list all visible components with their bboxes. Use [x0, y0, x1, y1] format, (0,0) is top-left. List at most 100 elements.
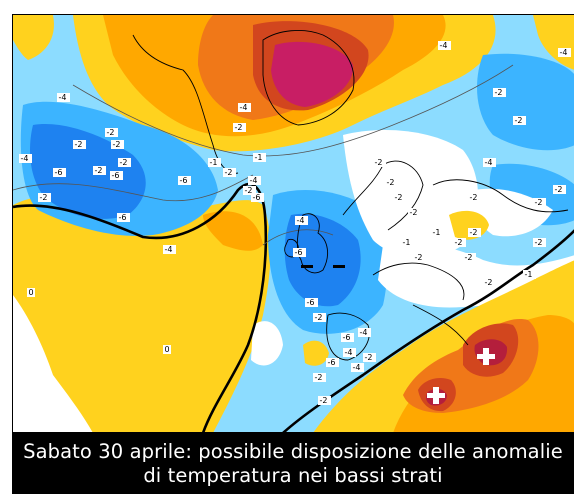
contour-label: -1 [523, 270, 536, 279]
svg-text:-2: -2 [415, 253, 423, 262]
svg-text:-2: -2 [515, 116, 523, 125]
contour-label: -4 [483, 158, 496, 167]
svg-text:-4: -4 [485, 158, 493, 167]
contour-label: -6 [305, 298, 318, 307]
svg-text:-2: -2 [107, 128, 115, 137]
contour-label: -2 [318, 396, 331, 405]
cold-anomaly-marker-1 [301, 265, 313, 268]
svg-text:-6: -6 [112, 171, 120, 180]
neutral-strip-atlantic [13, 295, 93, 433]
contour-thin-2 [72, 64, 514, 157]
contour-label: -1 [431, 228, 444, 237]
svg-text:-2: -2 [95, 166, 103, 175]
contour-label: -2 [233, 123, 246, 132]
svg-text:-4: -4 [560, 48, 568, 57]
svg-text:-4: -4 [21, 154, 29, 163]
svg-text:-2: -2 [315, 313, 323, 322]
neutral-area-east [472, 188, 553, 237]
svg-text:-6: -6 [55, 168, 63, 177]
svg-text:-2: -2 [320, 396, 328, 405]
caption-line-2: di temperatura nei bassi strati [143, 464, 443, 487]
neutral-patch-midatlantic [251, 321, 283, 366]
map-svg: -4-6 -6-2-4-6-6-4 -2-2-2-2-2-4-2-1-4-6-4-6… [13, 15, 574, 433]
contour-thin-1 [13, 174, 254, 202]
contour-label: -1 [253, 153, 266, 162]
svg-text:-4: -4 [297, 216, 305, 225]
svg-text:-1: -1 [403, 238, 411, 247]
svg-text:-1: -1 [210, 158, 218, 167]
contour-thin-3 [262, 229, 334, 246]
contour-label: -2 [408, 208, 421, 217]
cold-anomaly-marker-2 [333, 265, 345, 268]
warm-anomaly-marker-2 [427, 387, 445, 404]
contour-label: -6 [117, 213, 130, 222]
warm-anomaly-atlantic [13, 195, 271, 433]
contour-label: -2 [118, 158, 131, 167]
svg-text:-2: -2 [485, 278, 493, 287]
contour-label: -2 [363, 353, 376, 362]
svg-text:-2: -2 [555, 185, 563, 194]
contour-label: -4 [248, 176, 261, 185]
svg-text:0: 0 [29, 288, 34, 297]
svg-text:-2: -2 [495, 88, 503, 97]
contour-label: -2 [105, 128, 118, 137]
svg-text:-4: -4 [59, 93, 67, 102]
svg-text:-6: -6 [343, 333, 351, 342]
svg-text:-2: -2 [225, 168, 233, 177]
svg-text:-4: -4 [240, 103, 248, 112]
svg-text:-4: -4 [440, 41, 448, 50]
svg-text:-4: -4 [345, 348, 353, 357]
contour-label: -2 [385, 178, 398, 187]
svg-text:-2: -2 [470, 228, 478, 237]
contour-label: -6 [326, 358, 339, 367]
contour-label: -6 [341, 333, 354, 342]
contour-label: -2 [468, 228, 481, 237]
contour-label: 0 [27, 288, 35, 297]
temperature-anomaly-map: -4 -6 -6 -2 -4 -6 -6 -4 -2 -2 -2 -2 -2 -4 -2 -1 -4 -6 -4 -6… [12, 14, 574, 433]
contour-label: -2 [493, 88, 506, 97]
svg-text:-2: -2 [535, 238, 543, 247]
contour-label: -2 [393, 193, 406, 202]
warm-anomaly-top-left [13, 15, 54, 60]
contour-label: -2 [533, 198, 546, 207]
contour-label: -2 [38, 193, 51, 202]
svg-text:-2: -2 [245, 186, 253, 195]
coastlines [132, 30, 569, 361]
contour-label: -4 [295, 216, 308, 225]
contour-label: -2 [468, 193, 481, 202]
contour-label: -2 [553, 185, 566, 194]
svg-text:-4: -4 [360, 328, 368, 337]
warm-anomaly-atlantic-inner [203, 211, 263, 251]
svg-text:-2: -2 [120, 158, 128, 167]
cold-anomaly-britain-core [284, 213, 361, 307]
svg-text:0: 0 [165, 345, 170, 354]
svg-text:-2: -2 [410, 208, 418, 217]
contour-label: -6 [251, 193, 264, 202]
contour-label: -2 [373, 158, 386, 167]
contour-label: -4 [343, 348, 356, 357]
contour-label: -4 [163, 245, 176, 254]
contour-label: -2 [313, 313, 326, 322]
contour-label: -6 [110, 171, 123, 180]
contour-label: -2 [223, 168, 236, 177]
contour-label: -4 [238, 103, 251, 112]
svg-text:-2: -2 [465, 253, 473, 262]
svg-text:-2: -2 [235, 123, 243, 132]
svg-text:-6: -6 [307, 298, 315, 307]
svg-text:-6: -6 [180, 176, 188, 185]
svg-text:-2: -2 [375, 158, 383, 167]
warm-anomaly-arctic-magenta [271, 41, 354, 107]
contour-label: -4 [438, 41, 451, 50]
contour-label: -2 [73, 140, 86, 149]
svg-text:-2: -2 [365, 353, 373, 362]
svg-text:-2: -2 [455, 238, 463, 247]
svg-text:-6: -6 [119, 213, 127, 222]
svg-text:-2: -2 [535, 198, 543, 207]
svg-text:-2: -2 [470, 193, 478, 202]
svg-text:-2: -2 [75, 140, 83, 149]
svg-text:-1: -1 [433, 228, 441, 237]
zero-contour-mediterranean [282, 229, 574, 433]
contour-label: 0 [163, 345, 171, 354]
contour-label: -2 [93, 166, 106, 175]
